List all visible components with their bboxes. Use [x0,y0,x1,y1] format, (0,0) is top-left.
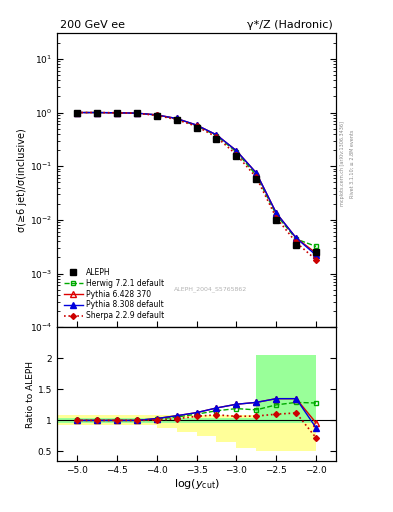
Text: γ*/Z (Hadronic): γ*/Z (Hadronic) [248,20,333,30]
Legend: ALEPH, Herwig 7.2.1 default, Pythia 6.428 370, Pythia 8.308 default, Sherpa 2.2.: ALEPH, Herwig 7.2.1 default, Pythia 6.42… [61,265,167,324]
X-axis label: $\log(y_\mathrm{cut})$: $\log(y_\mathrm{cut})$ [174,477,219,492]
Y-axis label: Ratio to ALEPH: Ratio to ALEPH [26,360,35,428]
Text: Rivet 3.1.10; ≥ 2.8M events: Rivet 3.1.10; ≥ 2.8M events [350,130,355,198]
Text: mcplots.cern.ch [arXiv:1306.3436]: mcplots.cern.ch [arXiv:1306.3436] [340,121,345,206]
Text: ALEPH_2004_S5765862: ALEPH_2004_S5765862 [174,286,247,292]
Text: 200 GeV ee: 200 GeV ee [60,20,125,30]
Y-axis label: σ(≥6 jet)/σ(inclusive): σ(≥6 jet)/σ(inclusive) [17,129,27,232]
